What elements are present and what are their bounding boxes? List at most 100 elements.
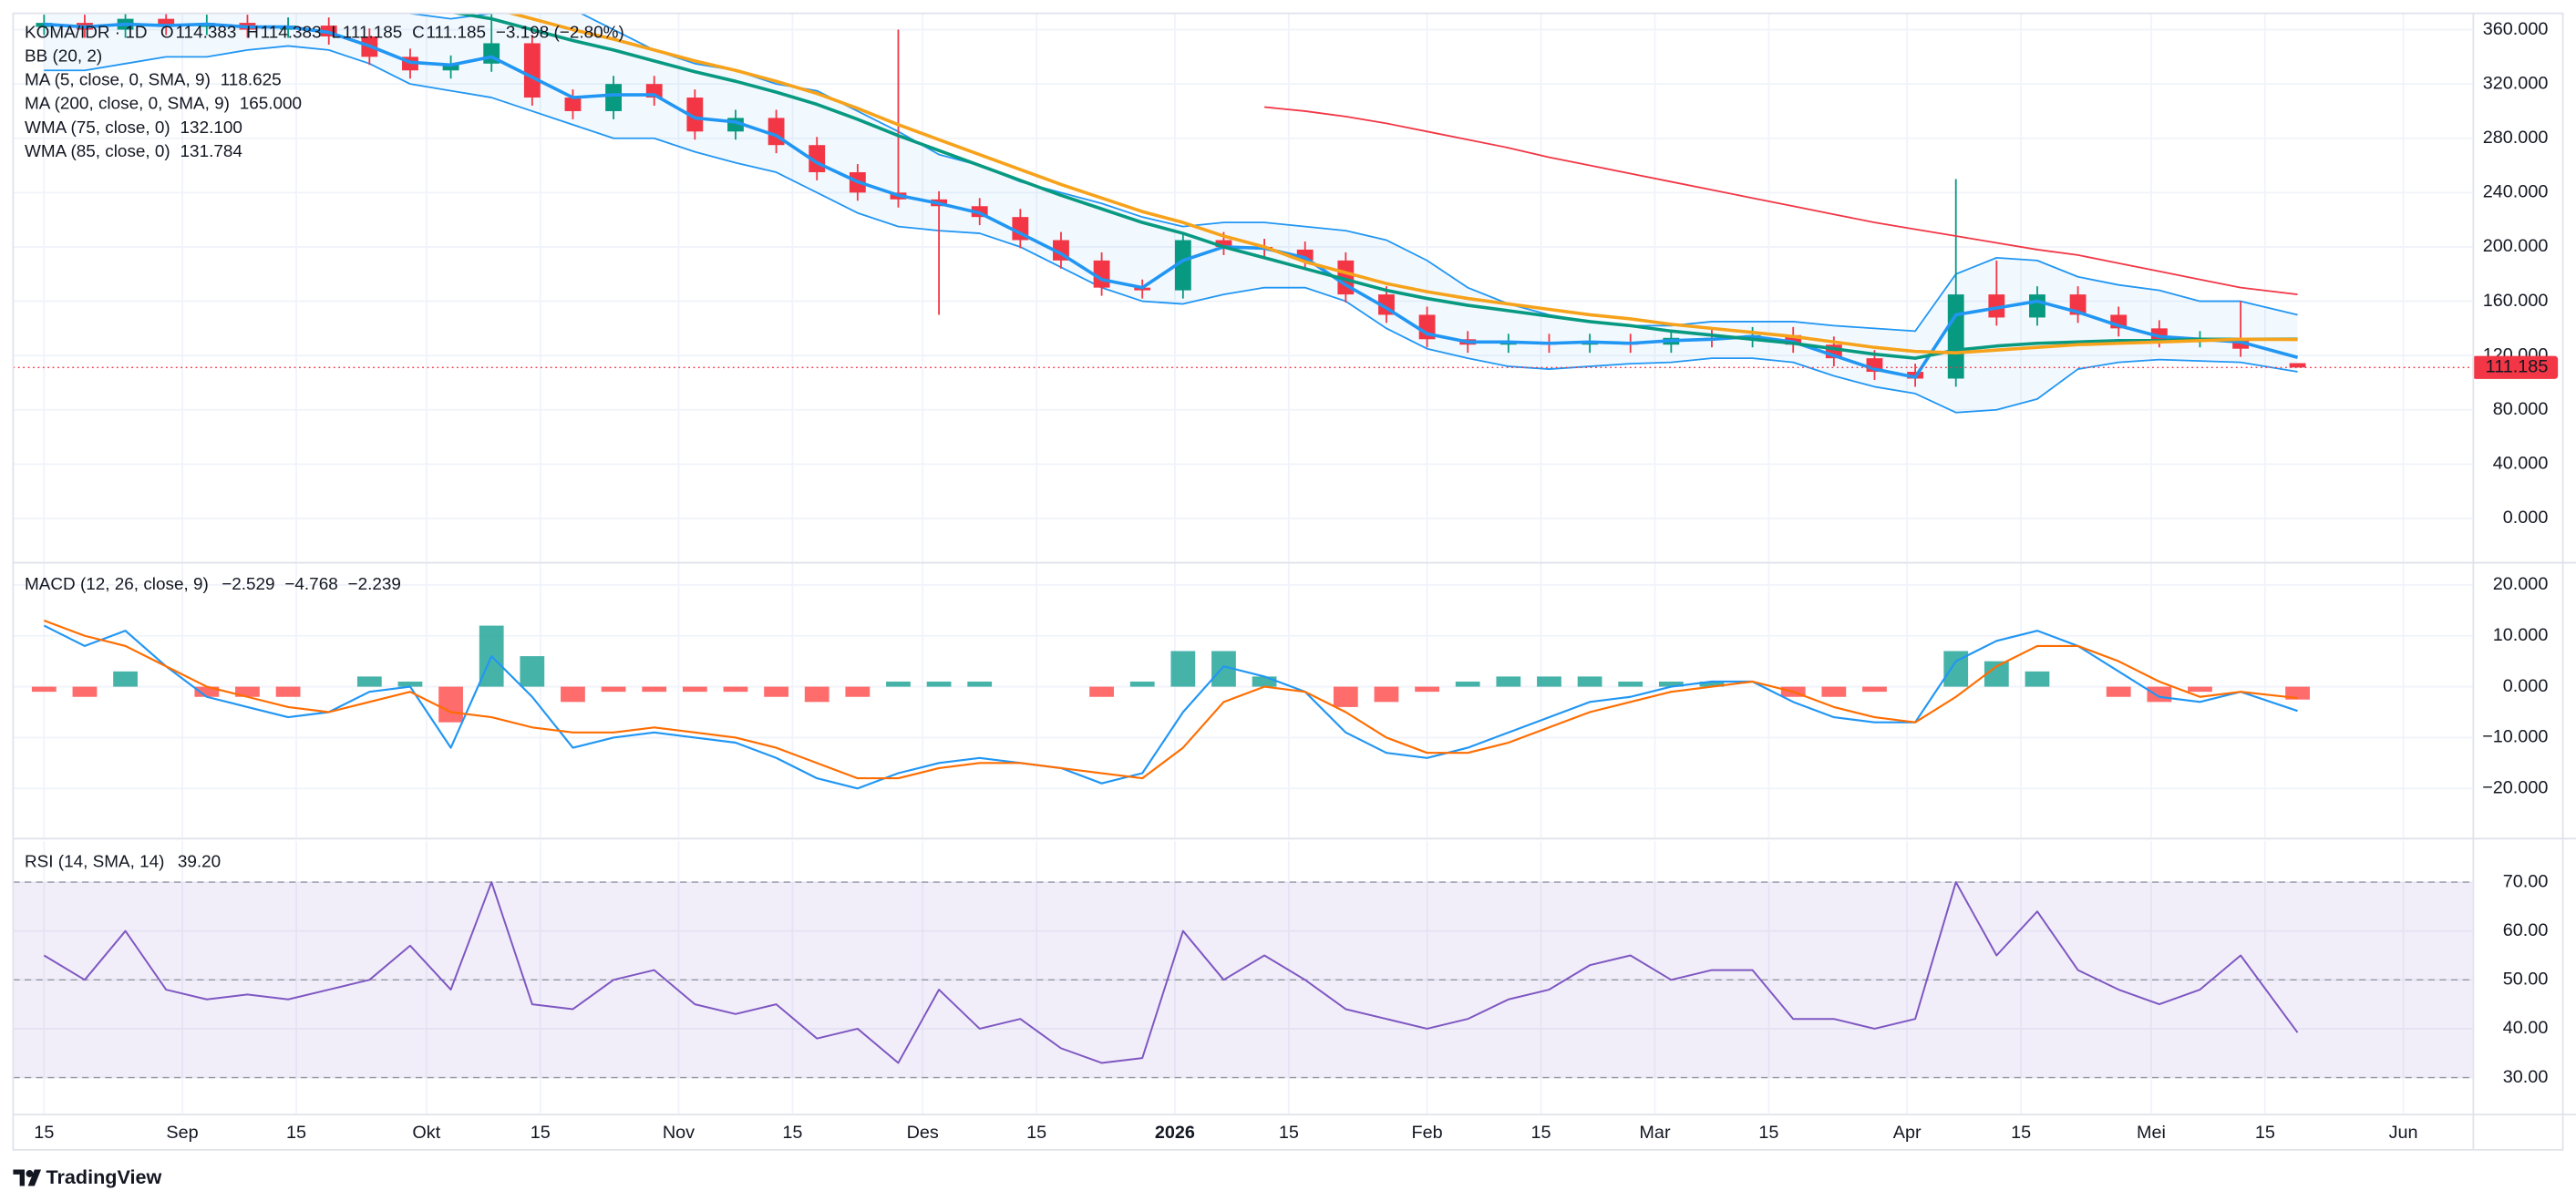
x-tick-label: 15 [782,1123,802,1143]
ohlc-value: 111.185 [427,23,487,42]
candle-body [442,63,459,71]
change-label: −3.198 (−2.80%) [496,23,624,42]
y-tick-label: 360.000 [2483,19,2549,39]
histogram-bar [438,686,463,723]
histogram-bar [561,686,585,703]
x-tick-label: 15 [2255,1123,2275,1143]
macd-line [43,619,2298,780]
candle-body [1947,294,1964,379]
candle-body [1174,240,1191,291]
ohlc-key: H [246,23,259,42]
histogram-bar [113,671,138,687]
pane: 20.000 10.000 0.000 −10.000 −20.000 MACD (12,… [13,563,2548,838]
histogram-bar [194,686,220,697]
candle-body [2289,363,2306,368]
y-tick-label: 80.000 [2493,399,2549,419]
ohlc-value: 111.185 [343,23,403,42]
histogram-bar [1618,681,1643,687]
pane: 0.00040.00080.000120.000160.000200.00024… [13,13,2559,562]
candle-body [1785,334,1802,345]
legend-value: 131.784 [180,142,242,161]
y-tick-label: 30.00 [2503,1067,2549,1087]
histogram-bar [682,686,707,693]
x-tick-label: Feb [1412,1123,1443,1143]
indicator-line [505,13,2298,354]
candle-body [2150,328,2168,340]
legend-value: −2.239 [348,575,401,594]
histogram-bar [275,686,301,697]
histogram-bar [926,681,952,687]
last-price-tag [2472,355,2559,379]
histogram-bar [845,686,871,697]
pane: 70.00 60.00 50.00 40.00 30.00 RSI (14, SMA, 1… [13,841,2548,1114]
legend-entry: BB (20, 2) [25,46,102,66]
histogram-bar [31,686,57,693]
histogram-bar [723,686,748,693]
histogram-bar [1496,676,1521,687]
legend-entry: WMA (75, close, 0) [25,118,170,138]
legend-value: 118.625 [221,71,282,90]
legend-value: 165.000 [240,95,302,114]
histogram-bar [72,686,98,697]
candle-body [523,43,541,98]
y-tick-label: −10.000 [2482,727,2548,747]
candle-body [564,98,582,111]
ohlc-key: L [331,23,341,42]
histogram-bar [1537,676,1561,687]
rsi-line [43,881,2299,1064]
histogram-bar [1374,686,1399,703]
histogram-bar [1170,651,1196,687]
histogram-bar [1252,676,1277,687]
histogram-bar [235,686,260,697]
legend-value: 132.100 [180,118,242,138]
histogram-bar [1333,686,1358,707]
histogram-bar [356,676,382,687]
x-tick-label: 15 [2011,1123,2031,1143]
indicator-line [1263,106,2298,296]
x-tick-label: 15 [531,1123,551,1143]
x-tick-label: 15 [1026,1123,1046,1143]
y-tick-label: 160.000 [2483,291,2549,311]
histogram-bar [520,656,545,687]
histogram-bar [1821,686,1847,697]
indicator-line [44,22,2299,379]
y-tick-label: 50.00 [2503,970,2549,990]
last-price-label: 111.185 [2486,357,2549,377]
legend-value: 39.20 [178,852,221,871]
x-tick-label: Jun [2389,1123,2418,1143]
logo-mark [13,1169,26,1186]
y-tick-label: 0.000 [2503,508,2549,528]
histogram-bar [764,686,788,697]
x-tick-label: 15 [1279,1123,1299,1143]
ohlc-key: C [412,23,425,42]
plot-area [13,841,2473,1114]
histogram-bar [2285,686,2310,700]
histogram-bar [2147,686,2172,703]
y-tick-label: 200.000 [2483,236,2549,256]
brand-logo [13,1169,42,1186]
histogram-bar [1415,686,1439,693]
x-tick-label: 15 [286,1123,306,1143]
legend-entry: MA (5, close, 0, SMA, 9) [25,71,211,90]
legend-title: RSI (14, SMA, 14) [25,852,164,871]
y-tick-label: 60.00 [2503,920,2549,940]
candle-body [2232,339,2250,349]
histogram-bar [967,681,993,687]
layers: 0.00040.00080.000120.000160.000200.00024… [13,13,2559,1143]
legend-entry: MA (200, close, 0, SMA, 9) [25,95,230,114]
histogram-bar [642,686,667,693]
histogram-bar [1455,681,1480,687]
histogram-bar [1699,681,1725,687]
y-tick-label: 240.000 [2483,182,2549,202]
histogram-bar [2106,686,2131,697]
candle-body [1215,240,1232,247]
indicator-line [448,13,2298,360]
logo-mark [26,1170,34,1177]
legend-entry: WMA (85, close, 0) [25,142,170,161]
band-lower [44,45,2298,414]
x-tick-label: Sep [166,1123,198,1143]
x-tick-label: 15 [1531,1123,1551,1143]
x-tick-label: 15 [34,1123,54,1143]
